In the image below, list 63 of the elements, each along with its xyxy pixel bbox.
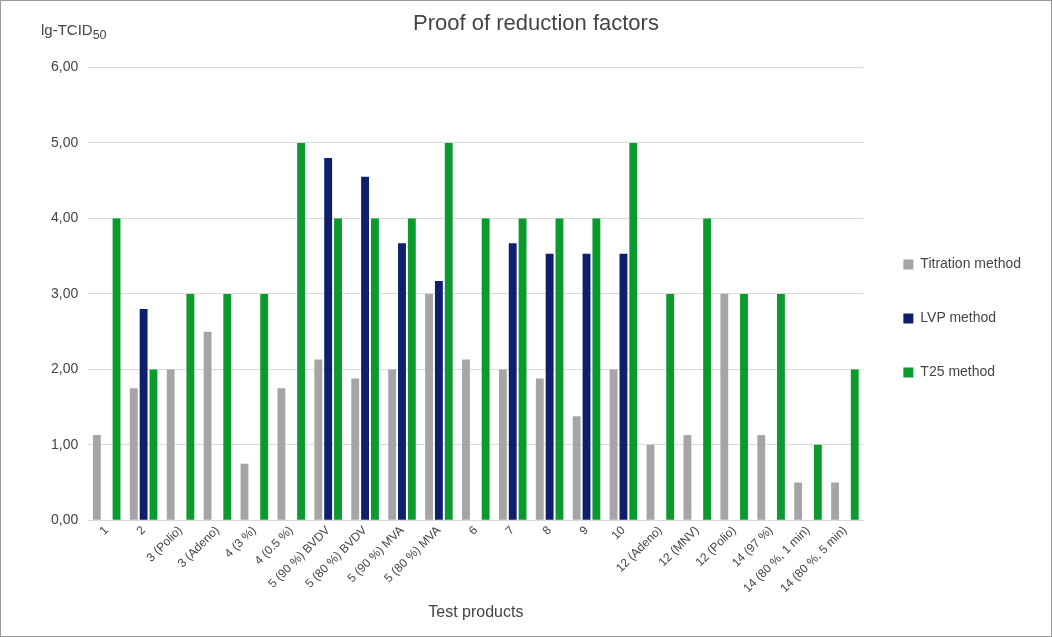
x-tick-label: 8 [539,522,555,538]
bar [481,218,490,520]
bar [361,176,370,520]
bar [572,416,581,520]
x-axis-title: Test products [428,602,524,620]
bar [370,218,379,520]
bar [498,369,507,520]
x-tick-label: 1 [96,522,112,538]
bar [388,369,397,520]
bar [535,378,544,520]
bar [757,435,766,520]
bar [462,359,470,520]
legend-label: Titration method [920,255,1021,272]
bar [813,444,822,520]
legend-label: LVP method [920,309,997,326]
bar [92,435,101,520]
bar [508,243,517,520]
x-tick-label: 9 [576,522,592,538]
bar [629,142,638,520]
y-tick-label: 4,00 [51,209,79,226]
y-tick-label: 0,00 [51,511,79,528]
bar [609,369,618,520]
bar [297,142,306,520]
y-tick-label: 6,00 [51,58,79,75]
bar [186,293,195,520]
bar [324,157,333,520]
chart-title: Proof of reduction factors [413,10,659,36]
bar [398,243,406,520]
bar [407,218,416,520]
y-tick-label: 5,00 [51,133,79,150]
y-tick-label: 2,00 [51,360,79,377]
bar [314,359,323,520]
bar [425,293,433,520]
bar [260,293,269,520]
bar [666,293,675,520]
y-axis-title: lg-TCID$_{50}$ [41,21,107,42]
x-tick-label: 2 [133,522,149,538]
bar [129,388,138,520]
bar [139,308,148,520]
bar [545,253,554,520]
bar [592,218,601,520]
bar [203,331,212,520]
bar [351,378,360,520]
y-tick-label: 3,00 [51,284,79,301]
legend-label: T25 method [920,363,996,380]
bar [223,293,232,520]
x-tick-label: 10 [608,522,629,543]
bar [776,293,785,520]
bar [740,293,748,520]
bar [794,482,803,520]
bar [444,142,453,520]
bar [334,218,342,520]
y-tick-label: 1,00 [51,435,79,452]
bar [850,369,859,520]
bar [434,281,443,520]
x-tick-label: 6 [465,522,481,538]
bar [166,369,175,520]
bar [703,218,712,520]
bar [720,293,729,520]
x-tick-label: 7 [502,522,518,538]
bar [831,482,839,520]
bar [683,435,692,520]
bar [277,388,286,520]
